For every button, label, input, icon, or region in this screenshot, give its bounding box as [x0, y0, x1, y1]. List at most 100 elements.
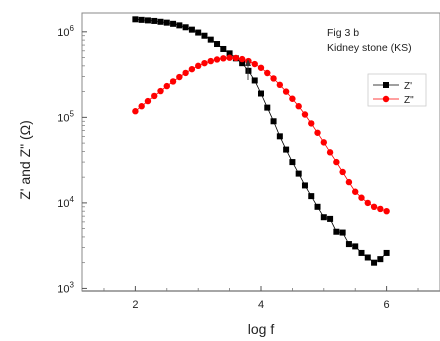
data-point-zprime [264, 104, 271, 111]
data-point-zdoubleprime [270, 75, 277, 82]
y-tick-label-5: 105 [57, 109, 74, 124]
data-point-zdoubleprime [251, 60, 258, 68]
data-point-zdoubleprime [333, 158, 340, 166]
data-point-zprime [157, 18, 164, 25]
data-point-zprime [327, 215, 334, 222]
data-point-zprime [276, 133, 283, 140]
data-point-zprime [163, 19, 170, 26]
data-point-zprime [201, 32, 208, 39]
data-point-zdoubleprime [176, 73, 183, 81]
data-point-zdoubleprime [358, 194, 365, 201]
data-point-zdoubleprime [282, 88, 290, 95]
data-point-zdoubleprime [364, 199, 371, 207]
data-point-zprime [144, 17, 151, 24]
y-tick-label-4: 104 [57, 195, 74, 210]
data-point-zprime [176, 22, 183, 29]
data-point-zprime [132, 16, 139, 23]
data-point-zdoubleprime [151, 92, 158, 100]
arrow-annotation [245, 59, 251, 80]
data-point-zdoubleprime [377, 205, 384, 213]
data-point-zprime [320, 214, 327, 221]
legend-box [367, 73, 427, 107]
series-zprime [132, 16, 390, 266]
data-point-zdoubleprime [194, 62, 202, 70]
data-point-zprime [377, 256, 384, 263]
data-point-zdoubleprime [188, 65, 196, 73]
data-point-zdoubleprime [238, 55, 246, 63]
data-point-zdoubleprime [163, 82, 170, 90]
data-point-zdoubleprime [276, 81, 284, 89]
x-tick-label-4: 4 [258, 299, 264, 311]
legend-label-zdoubleprime: Z" [404, 95, 414, 106]
x-tick-label-6: 6 [384, 299, 390, 311]
data-point-zprime [220, 45, 227, 52]
data-point-zdoubleprime [264, 69, 271, 77]
data-point-zprime [308, 193, 315, 200]
data-point-zdoubleprime [144, 97, 152, 105]
data-point-zprime [333, 228, 340, 235]
plot-frame [81, 12, 440, 292]
legend-label-zprime: Z' [404, 81, 412, 92]
data-point-zprime [239, 60, 246, 67]
data-point-zprime [352, 243, 359, 250]
data-point-zprime [214, 41, 221, 48]
arrow-head [245, 59, 251, 66]
data-point-zdoubleprime [226, 54, 233, 61]
data-point-zdoubleprime [220, 55, 227, 62]
data-point-zprime [251, 77, 258, 84]
x-axis-title: log f [248, 321, 275, 337]
data-point-zdoubleprime [301, 111, 309, 118]
legend-marker-zprime [383, 82, 389, 88]
data-point-zprime [207, 36, 214, 43]
data-point-zprime [195, 29, 202, 36]
data-point-zdoubleprime [345, 178, 353, 186]
series-zdoubleprime [132, 54, 390, 215]
data-point-zdoubleprime [157, 87, 164, 95]
y-axis-title: Z' and Z" (Ω) [17, 120, 33, 200]
data-point-zdoubleprime [295, 103, 302, 110]
data-point-zdoubleprime [370, 203, 378, 211]
data-point-zprime [188, 26, 195, 33]
data-point-zprime [358, 249, 365, 256]
data-point-zprime [258, 90, 264, 97]
data-point-zdoubleprime [213, 56, 221, 63]
ticks-group: 2 4 6 103 104 105 106 [57, 24, 419, 311]
data-point-zdoubleprime [169, 78, 177, 85]
data-point-zprime [314, 203, 321, 210]
data-point-zdoubleprime [314, 129, 321, 136]
data-point-zdoubleprime [352, 188, 359, 195]
data-point-zprime [371, 259, 378, 266]
data-point-zdoubleprime [138, 103, 145, 110]
series-line [135, 18, 387, 264]
y-tick-label-6: 106 [57, 24, 74, 39]
data-point-zprime [301, 182, 308, 189]
legend: Z' Z" [367, 73, 427, 107]
x-tick-label-2: 2 [132, 299, 138, 311]
data-point-zdoubleprime [320, 139, 328, 146]
data-point-zprime [182, 24, 189, 31]
data-point-zprime [364, 254, 371, 261]
annotation-fig: Fig 3 b [327, 27, 359, 39]
data-point-zdoubleprime [201, 59, 208, 67]
data-point-zprime [170, 20, 177, 27]
data-point-zdoubleprime [289, 95, 296, 102]
data-point-zdoubleprime [339, 168, 346, 176]
series-layer [132, 16, 390, 266]
data-point-zdoubleprime [257, 64, 265, 71]
data-point-zprime [226, 50, 233, 57]
data-point-zdoubleprime [207, 57, 214, 65]
data-point-zprime [138, 16, 145, 23]
data-point-zprime [283, 146, 290, 153]
data-point-zprime [295, 170, 302, 177]
data-point-zprime [151, 17, 158, 24]
y-tick-label-3: 103 [57, 280, 74, 295]
data-point-zprime [289, 159, 296, 166]
data-point-zdoubleprime [308, 120, 315, 127]
data-point-zdoubleprime [383, 207, 390, 215]
data-point-zdoubleprime [132, 108, 139, 115]
data-point-zdoubleprime [326, 149, 334, 156]
data-point-zprime [345, 241, 352, 248]
legend-marker-zdoubleprime [382, 95, 390, 103]
data-point-zprime [339, 229, 346, 236]
